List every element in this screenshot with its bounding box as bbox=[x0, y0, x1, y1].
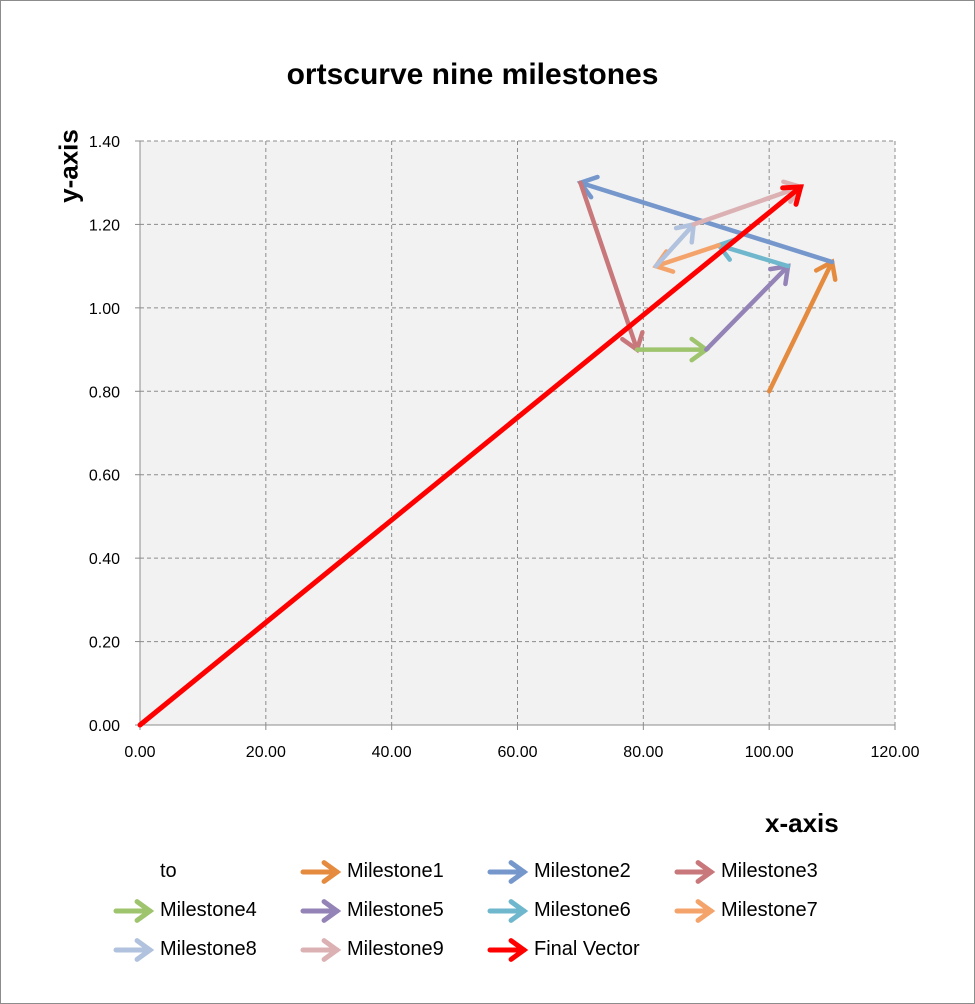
legend-row: Milestone8 Milestone9 Final Vector bbox=[110, 930, 870, 969]
x-tick-label: 100.00 bbox=[745, 744, 794, 761]
legend-item: Final Vector bbox=[484, 930, 671, 969]
vector-line bbox=[704, 263, 791, 352]
x-tick-label: 0.00 bbox=[124, 744, 155, 761]
y-tick-label: 0.80 bbox=[89, 384, 120, 401]
legend-item: to bbox=[110, 852, 297, 891]
y-tick-label: 0.00 bbox=[89, 718, 120, 735]
legend-item: Milestone3 bbox=[671, 852, 858, 891]
legend-row: Milestone4 Milestone5 Milestone6 Milestone7 bbox=[110, 891, 870, 930]
legend-swatch bbox=[487, 938, 529, 962]
legend-label: to bbox=[160, 860, 177, 882]
legend-item: Milestone2 bbox=[484, 852, 671, 891]
vector-line bbox=[716, 243, 791, 269]
legend-swatch-arrowhead bbox=[508, 938, 529, 962]
legend-label: Milestone3 bbox=[721, 860, 818, 882]
y-tick-label: 1.20 bbox=[89, 217, 120, 234]
legend-label: Milestone2 bbox=[534, 860, 631, 882]
y-tick-label: 0.20 bbox=[89, 635, 120, 652]
y-tick-label: 0.40 bbox=[89, 551, 120, 568]
vector-line bbox=[653, 222, 696, 269]
legend-row: to Milestone1 Milestone2 Milestone3 bbox=[110, 852, 870, 891]
legend-swatch bbox=[487, 860, 529, 884]
legend-item: Milestone1 bbox=[297, 852, 484, 891]
vector-line bbox=[578, 180, 640, 352]
x-tick-label: 80.00 bbox=[623, 744, 663, 761]
legend-label: Milestone5 bbox=[347, 899, 444, 921]
series-final-vector bbox=[137, 184, 804, 728]
legend-swatch-arrowhead bbox=[321, 899, 342, 923]
legend-swatch bbox=[110, 852, 160, 891]
legend-swatch bbox=[300, 899, 342, 923]
legend-swatch-arrowhead bbox=[321, 938, 342, 962]
legend-swatch bbox=[300, 938, 342, 962]
y-tick-label: 1.40 bbox=[89, 134, 120, 151]
legend-label: Milestone7 bbox=[721, 899, 818, 921]
legend-swatch-arrowhead bbox=[508, 860, 529, 884]
vector-line bbox=[691, 184, 803, 227]
legend-label: Milestone9 bbox=[347, 938, 444, 960]
legend-label: Milestone1 bbox=[347, 860, 444, 882]
legend-swatch bbox=[674, 899, 716, 923]
legend-item: Milestone9 bbox=[297, 930, 484, 969]
x-tick-label: 60.00 bbox=[497, 744, 537, 761]
legend-label: Final Vector bbox=[534, 938, 640, 960]
x-tick-label: 20.00 bbox=[246, 744, 286, 761]
x-tick-label: 40.00 bbox=[372, 744, 412, 761]
legend-swatch bbox=[113, 899, 155, 923]
legend-swatch bbox=[300, 860, 342, 884]
vector-line bbox=[766, 259, 835, 394]
legend: to Milestone1 Milestone2 Milestone3 Mileston… bbox=[110, 852, 870, 969]
vector-arrowhead bbox=[780, 184, 804, 207]
x-tick-label: 120.00 bbox=[871, 744, 920, 761]
legend-swatch-arrowhead bbox=[321, 860, 342, 884]
legend-label: Milestone8 bbox=[160, 938, 257, 960]
x-axis-title: x-axis bbox=[765, 808, 839, 838]
y-tick-label: 1.00 bbox=[89, 301, 120, 318]
legend-label: Milestone6 bbox=[534, 899, 631, 921]
legend-swatch-arrowhead bbox=[695, 860, 716, 884]
vector-line bbox=[137, 184, 804, 728]
legend-swatch bbox=[674, 860, 716, 884]
legend-swatch bbox=[113, 938, 155, 962]
legend-swatch-arrowhead bbox=[134, 938, 155, 962]
legend-swatch bbox=[487, 899, 529, 923]
legend-item: Milestone4 bbox=[110, 891, 297, 930]
legend-swatch-arrowhead bbox=[508, 899, 529, 923]
y-tick-label: 0.60 bbox=[89, 468, 120, 485]
legend-item: Milestone5 bbox=[297, 891, 484, 930]
legend-label: Milestone4 bbox=[160, 899, 257, 921]
vector-line bbox=[653, 243, 722, 269]
legend-item: Milestone7 bbox=[671, 891, 858, 930]
legend-item: Milestone8 bbox=[110, 930, 297, 969]
chart-title: ortscurve nine milestones bbox=[286, 58, 659, 91]
legend-swatch-arrowhead bbox=[695, 899, 716, 923]
legend-swatch-arrowhead bbox=[134, 899, 155, 923]
legend-item: Milestone6 bbox=[484, 891, 671, 930]
